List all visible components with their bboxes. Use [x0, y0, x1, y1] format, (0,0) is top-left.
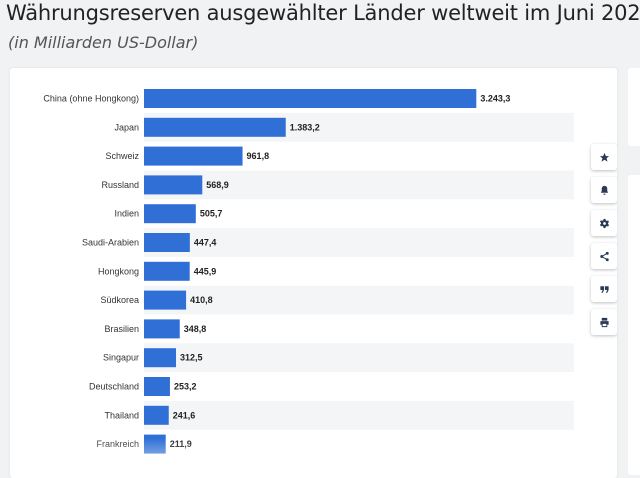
- row-band: [144, 343, 574, 373]
- page-title: Währungsreserven ausgewählter Länder wel…: [6, 1, 640, 25]
- bar[interactable]: [144, 233, 190, 252]
- bar[interactable]: [144, 319, 180, 339]
- chart-card: China (ohne Hongkong) 3.243,3 Japan 1.383,2…: [10, 68, 617, 478]
- category-label: Deutschland: [89, 382, 139, 392]
- value-label: 253,2: [174, 382, 197, 392]
- print-icon: [599, 317, 609, 327]
- category-label: Schweiz: [105, 151, 139, 161]
- category-label: China (ohne Hongkong): [43, 94, 139, 104]
- category-label: Südkorea: [100, 295, 139, 305]
- row-band: [144, 285, 574, 315]
- value-label: 3.243,3: [480, 94, 510, 104]
- gear-icon: [599, 218, 609, 228]
- category-label: Hongkong: [98, 266, 139, 276]
- settings-button[interactable]: [591, 210, 617, 236]
- row-band: [144, 400, 574, 430]
- value-label: 348,8: [184, 324, 207, 334]
- category-label: Brasilien: [104, 324, 139, 334]
- share-button[interactable]: [591, 243, 617, 269]
- bar-chart: China (ohne Hongkong) 3.243,3 Japan 1.383,2…: [43, 89, 574, 454]
- bar[interactable]: [144, 290, 187, 310]
- share-icon: [599, 251, 609, 261]
- side-panel-lower: [628, 175, 640, 475]
- value-label: 568,9: [206, 180, 229, 190]
- value-label: 1.383,2: [290, 122, 320, 132]
- value-label: 211,9: [170, 439, 192, 449]
- value-label: 312,5: [180, 353, 203, 363]
- star-icon: [599, 152, 609, 162]
- bar[interactable]: [144, 377, 170, 396]
- quote-icon: [599, 285, 609, 293]
- category-label: Frankreich: [96, 439, 139, 449]
- notification-button[interactable]: [591, 177, 617, 203]
- cite-button[interactable]: [591, 276, 617, 302]
- bar[interactable]: [144, 348, 177, 368]
- bar[interactable]: [144, 204, 196, 224]
- bar[interactable]: [144, 434, 166, 454]
- value-label: 445,9: [194, 266, 217, 276]
- category-label: Indien: [114, 209, 139, 219]
- row-band: [144, 170, 574, 200]
- bar[interactable]: [144, 146, 243, 166]
- value-label: 447,4: [194, 238, 217, 248]
- chart-toolbar: [591, 144, 617, 342]
- value-label: 505,7: [200, 209, 223, 219]
- category-label: Singapur: [103, 353, 139, 363]
- bar[interactable]: [144, 117, 286, 137]
- value-label: 241,6: [173, 410, 196, 420]
- category-label: Japan: [114, 122, 139, 132]
- category-label: Russland: [101, 180, 139, 190]
- side-panel: [628, 68, 640, 146]
- favorite-button[interactable]: [591, 144, 617, 170]
- bar[interactable]: [144, 405, 169, 425]
- page-subtitle: (in Milliarden US-Dollar): [8, 33, 199, 52]
- bar[interactable]: [144, 261, 190, 281]
- category-label: Saudi-Arabien: [82, 238, 139, 248]
- value-label: 410,8: [190, 295, 213, 305]
- bar[interactable]: [144, 89, 477, 108]
- row-band: [144, 228, 574, 257]
- bell-icon: [600, 185, 608, 195]
- category-label: Thailand: [104, 410, 139, 420]
- value-label: 961,8: [247, 151, 270, 161]
- bar[interactable]: [144, 175, 203, 195]
- print-button[interactable]: [591, 309, 617, 335]
